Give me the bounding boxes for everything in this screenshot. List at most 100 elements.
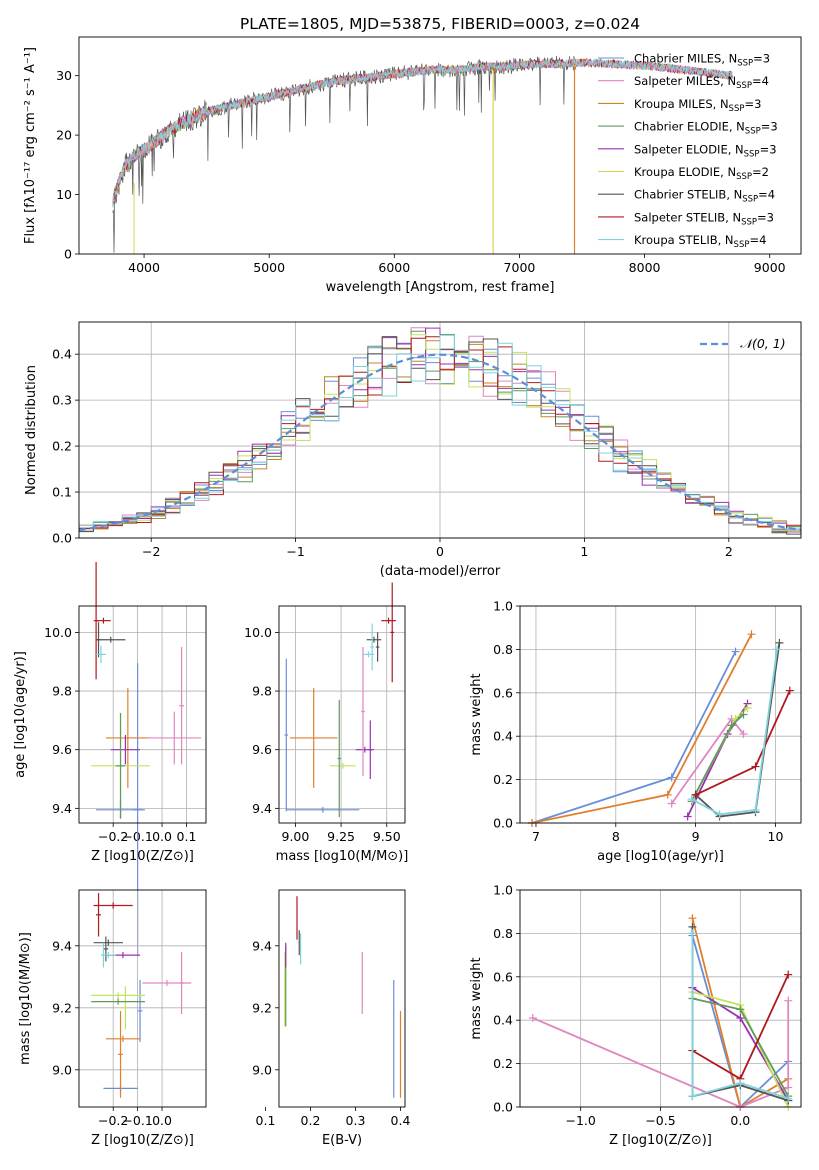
y-tick-label: 0.2 (493, 1056, 513, 1071)
y-tick-label: 9.2 (52, 1000, 72, 1015)
y-tick-label: 1.0 (493, 599, 513, 614)
y-tick-label: 0.2 (52, 439, 72, 454)
weight-marker (775, 638, 784, 647)
y-tick-label: 1.0 (493, 883, 513, 898)
legend-label: Kroupa STELIB, NSSP=4 (634, 233, 766, 250)
mass-vs-ebv-panel: 0.1 0.2 0.3 0.4 9.0 9.2 9.4 E(B-V) (252, 889, 411, 1148)
legend-label: Chabrier STELIB, NSSP=4 (634, 188, 775, 205)
x-tick-label: −1.0 (565, 1113, 595, 1128)
axes-frame (278, 605, 406, 824)
x-axis-label: Z [log10(Z/Z⊙)] (91, 1133, 194, 1148)
x-axis-label: (data-model)/error (380, 564, 501, 579)
y-tick-label: 10.0 (244, 625, 272, 640)
y-tick-label: 9.6 (52, 742, 72, 757)
x-tick-label: 0 (436, 544, 444, 559)
weight-marker (715, 810, 724, 819)
weight-marker (785, 686, 794, 695)
y-tick-label: 30 (56, 68, 72, 83)
y-tick-label: 9.4 (252, 801, 272, 816)
weight-marker (736, 1005, 745, 1014)
y-tick-label: 0.6 (493, 685, 513, 700)
residual-histogram-panel: −2 −1 0 1 2 0.0 0.1 0.2 0.3 0.4 (data-model)/error… (24, 321, 802, 579)
x-tick-label: 1 (580, 544, 588, 559)
y-tick-label: 0.2 (493, 772, 513, 787)
y-tick-label: 9.0 (52, 1062, 72, 1077)
x-tick-label: 5000 (253, 260, 285, 275)
axes-frame (278, 889, 406, 1108)
weight-line (691, 649, 778, 816)
x-tick-label: −0.2 (98, 829, 128, 844)
y-tick-label: 0.1 (52, 485, 72, 500)
weight-marker (667, 799, 676, 808)
age-vs-mass-panel: 9.00 9.25 9.50 9.4 9.6 9.8 10.0 mass [log10(M/M… (244, 582, 409, 864)
x-tick-label: 0.4 (391, 1113, 411, 1128)
axes-frame (78, 605, 207, 824)
y-tick-label: 9.4 (252, 938, 272, 953)
normal-curve (79, 353, 801, 531)
weight-line (686, 703, 749, 817)
mass-weight-vs-metallicity-panel: −1.0 −0.5 0.0 0.0 0.2 0.4 0.6 0.8 1.0 Z [log10(Z/… (469, 883, 802, 1148)
x-tick-label: −1 (286, 544, 304, 559)
x-tick-label: −0.1 (122, 1113, 152, 1128)
mass-vs-metallicity-panel: −0.2−0.1 0.0 9.0 9.2 9.4 Z [log10(Z/Z⊙)] mass … (18, 889, 207, 1148)
y-tick-label: 20 (56, 128, 72, 143)
weight-line (532, 1000, 790, 1108)
x-tick-label: −0.5 (645, 1113, 675, 1128)
axes-frame (78, 321, 802, 539)
spectrum-lines (112, 55, 733, 254)
legend-label: Salpeter ELODIE, NSSP=3 (634, 142, 777, 159)
y-tick-label: 0.4 (493, 1013, 513, 1028)
x-axis-label: Z [log10(Z/Z⊙)] (91, 849, 194, 864)
x-tick-label: 9.00 (282, 829, 310, 844)
y-tick-label: 9.4 (52, 801, 72, 816)
y-tick-label: 0.8 (493, 926, 513, 941)
x-tick-label: 8000 (629, 260, 661, 275)
weight-marker (731, 647, 740, 656)
y-axis-label: age [log10(age/yr)] (13, 651, 28, 778)
y-tick-label: 0.6 (493, 969, 513, 984)
weight-marker (739, 710, 748, 719)
weight-marker (736, 1014, 745, 1023)
spectrum-line (112, 55, 577, 253)
x-tick-label: 9.25 (327, 829, 355, 844)
y-tick-label: 9.8 (52, 684, 72, 699)
x-tick-label: 4000 (128, 260, 160, 275)
legend-label: Salpeter STELIB, NSSP=3 (634, 210, 774, 227)
age-vs-metallicity-panel: −0.2−0.1 0.0 0.19.49.69.810.0Z [log10(Z/Z⊙… (13, 562, 207, 957)
weight-marker (683, 812, 692, 821)
spectrum-line (112, 58, 733, 208)
x-tick-label: 0.0 (152, 1113, 172, 1128)
x-tick-label: 9 (692, 829, 700, 844)
y-axis-label: Normed distribution (24, 365, 39, 495)
x-tick-label: 0.1 (177, 829, 197, 844)
x-tick-label: −0.2 (98, 1113, 128, 1128)
weight-line (531, 633, 753, 824)
weight-line (670, 717, 745, 805)
weight-marker (663, 790, 672, 799)
x-tick-label: 7000 (504, 260, 536, 275)
mass-weight-vs-age-panel: 7 8 9 10 0.0 0.2 0.4 0.6 0.8 1.0 age [log10(age/yr… (469, 599, 802, 864)
weight-marker (784, 1094, 793, 1103)
y-tick-label: 9.8 (252, 684, 272, 699)
weight-marker (784, 970, 793, 979)
x-tick-label: 6000 (378, 260, 410, 275)
axes-frame (519, 889, 802, 1108)
weight-marker (688, 1092, 697, 1101)
weight-marker (688, 914, 697, 923)
y-axis-label: mass [log10(M/M⊙)] (18, 932, 33, 1065)
x-axis-label: age [log10(age/yr)] (597, 849, 724, 864)
x-axis-label: mass [log10(M/M⊙)] (276, 849, 409, 864)
weight-line (690, 713, 745, 802)
weight-marker (727, 721, 736, 730)
x-tick-label: 9000 (754, 260, 786, 275)
x-tick-label: 0.2 (301, 1113, 321, 1128)
weight-marker (688, 929, 697, 938)
spectrum-line (112, 58, 733, 208)
axes-frame (78, 889, 207, 1108)
legend-label: Chabrier ELODIE, NSSP=3 (634, 120, 778, 137)
axes-frame (78, 36, 802, 255)
y-tick-label: 9.2 (252, 1000, 272, 1015)
weight-marker (784, 1083, 793, 1092)
axes-frame (519, 605, 802, 824)
